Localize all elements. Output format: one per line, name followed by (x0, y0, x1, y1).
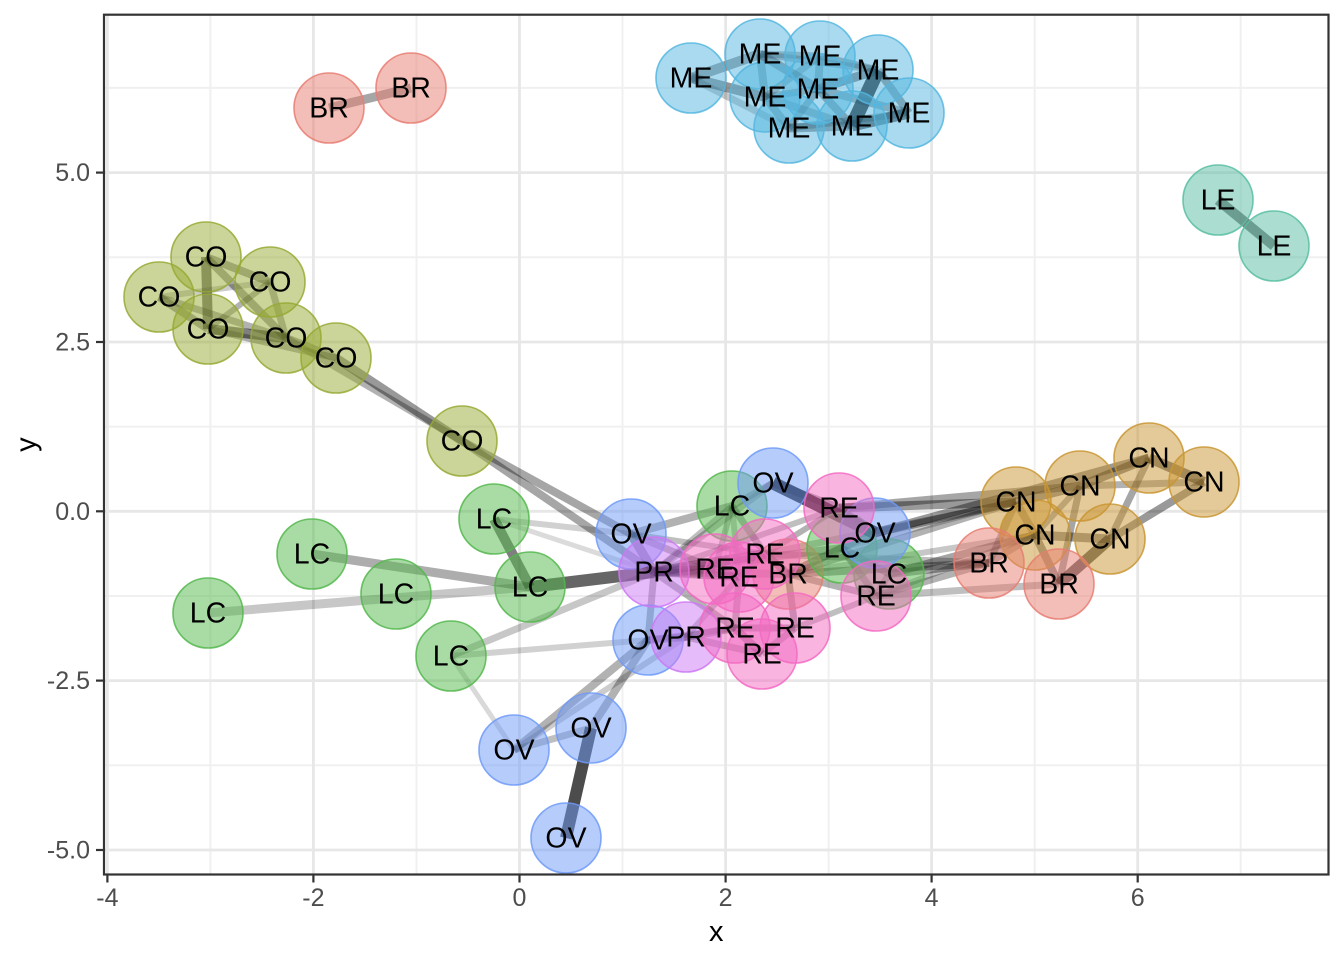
svg-text:OV: OV (545, 823, 586, 855)
svg-text:OV: OV (627, 625, 668, 657)
svg-text:RE: RE (775, 613, 815, 645)
svg-text:ME: ME (857, 55, 900, 87)
svg-text:CN: CN (995, 487, 1036, 519)
svg-text:0: 0 (513, 884, 527, 912)
svg-text:LC: LC (433, 641, 469, 673)
svg-text:CO: CO (265, 323, 308, 355)
svg-text:RE: RE (856, 581, 896, 613)
svg-text:ME: ME (744, 82, 787, 114)
svg-text:BR: BR (969, 548, 1009, 580)
svg-text:ME: ME (888, 98, 931, 130)
svg-text:OV: OV (610, 519, 651, 551)
svg-text:ME: ME (799, 41, 842, 73)
svg-text:-2.5: -2.5 (47, 667, 90, 695)
svg-text:CO: CO (315, 343, 358, 375)
svg-text:LE: LE (1257, 231, 1292, 263)
svg-text:6: 6 (1131, 884, 1145, 912)
svg-text:LC: LC (714, 491, 750, 523)
svg-text:ME: ME (831, 111, 874, 143)
svg-text:RE: RE (719, 562, 759, 594)
svg-text:BR: BR (391, 73, 431, 105)
svg-text:PR: PR (634, 557, 674, 589)
svg-text:2: 2 (719, 884, 733, 912)
svg-text:PR: PR (666, 622, 706, 654)
svg-text:ME: ME (797, 74, 840, 106)
svg-text:0.0: 0.0 (55, 498, 90, 526)
svg-text:y: y (11, 437, 43, 452)
svg-text:LC: LC (294, 539, 330, 571)
svg-text:CO: CO (138, 282, 181, 314)
svg-text:CN: CN (1183, 467, 1224, 499)
svg-text:OV: OV (752, 468, 793, 500)
svg-text:ME: ME (670, 63, 713, 95)
svg-text:-4: -4 (96, 884, 118, 912)
svg-text:CN: CN (1128, 443, 1169, 475)
svg-text:OV: OV (570, 713, 611, 745)
svg-text:LC: LC (512, 572, 548, 604)
svg-text:LC: LC (871, 559, 907, 591)
svg-text:BR: BR (1039, 569, 1079, 601)
svg-text:-5.0: -5.0 (47, 837, 90, 865)
svg-text:BR: BR (768, 559, 808, 591)
svg-text:LC: LC (476, 504, 512, 536)
svg-text:x: x (709, 916, 724, 948)
svg-text:4: 4 (925, 884, 939, 912)
svg-text:LC: LC (824, 533, 860, 565)
svg-text:ME: ME (768, 113, 811, 145)
svg-text:LC: LC (190, 598, 226, 630)
svg-text:OV: OV (493, 735, 534, 767)
svg-text:CN: CN (1089, 524, 1130, 556)
svg-text:RE: RE (715, 613, 755, 645)
svg-text:BR: BR (309, 93, 349, 125)
svg-text:CN: CN (1014, 520, 1055, 552)
svg-text:-2: -2 (302, 884, 324, 912)
svg-text:LC: LC (378, 579, 414, 611)
svg-text:CO: CO (249, 267, 292, 299)
svg-text:2.5: 2.5 (55, 329, 90, 357)
svg-text:ME: ME (739, 39, 782, 71)
svg-text:CN: CN (1059, 471, 1100, 503)
svg-text:RE: RE (695, 554, 735, 586)
svg-text:CO: CO (441, 426, 484, 458)
svg-text:RE: RE (819, 493, 859, 525)
svg-text:5.0: 5.0 (55, 159, 90, 187)
svg-text:RE: RE (745, 539, 785, 571)
svg-text:CO: CO (185, 242, 228, 274)
svg-text:LE: LE (1201, 185, 1236, 217)
svg-text:RE: RE (742, 639, 782, 671)
svg-text:CO: CO (187, 314, 230, 346)
svg-text:OV: OV (854, 518, 895, 550)
